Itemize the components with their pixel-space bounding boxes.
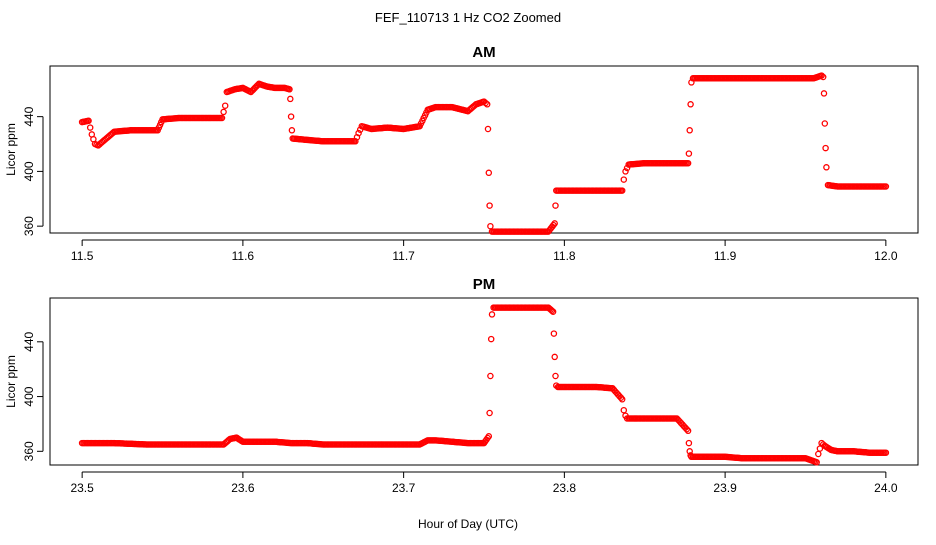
data-point [551, 353, 558, 361]
data-point [487, 372, 494, 380]
data-point [683, 425, 690, 433]
data-point [552, 372, 559, 380]
data-point [820, 90, 828, 97]
am-x-tick-label: 12.0 [874, 249, 898, 263]
data-point [882, 449, 890, 456]
data-point [220, 108, 227, 116]
data-point [485, 433, 493, 440]
data-point [483, 101, 491, 108]
am-data-series [78, 72, 890, 235]
data-point [287, 113, 295, 120]
data-point [823, 164, 830, 171]
pm-y-tick-label: 400 [22, 386, 36, 406]
am-y-tick-label: 400 [22, 161, 36, 181]
figure-title: FEF_110713 1 Hz CO2 Zoomed [375, 10, 561, 25]
data-point [686, 127, 693, 134]
data-point [221, 102, 229, 109]
data-point [482, 99, 489, 107]
am-panel-title: AM [472, 44, 495, 61]
pm-panel-title: PM [473, 276, 496, 293]
data-point [85, 117, 92, 125]
data-point [552, 202, 559, 209]
pm-panel: PM Licor ppm 23.5 23.6 23.7 23.8 23.9 24.0 360 40… [4, 276, 919, 495]
data-point [551, 220, 558, 227]
data-point [550, 330, 558, 337]
data-point [549, 308, 557, 315]
data-point [355, 129, 362, 137]
data-point [620, 176, 628, 183]
data-point [617, 394, 625, 401]
am-x-tick-label: 11.6 [232, 249, 255, 263]
data-point [486, 202, 493, 209]
pm-y-tick-label: 440 [22, 331, 36, 351]
data-point [618, 396, 626, 403]
pm-data-series [78, 304, 890, 466]
data-point [488, 311, 496, 318]
figure-x-axis-label: Hour of Day (UTC) [418, 517, 518, 531]
panels: AM Licor ppm 11.5 11.6 11.7 11.8 11.9 12.0 360 40… [4, 44, 919, 495]
am-x-tick-label: 11.7 [392, 249, 415, 263]
data-point [486, 409, 493, 417]
am-x-tick-label: 11.9 [714, 249, 737, 263]
data-point [822, 144, 829, 152]
pm-x-tick-label: 23.7 [392, 481, 416, 495]
pm-x-tick-label: 23.6 [231, 481, 255, 495]
am-y-tick-label: 440 [22, 106, 36, 126]
data-point [86, 124, 94, 131]
am-x-tick-label: 11.5 [71, 249, 94, 263]
data-point [487, 222, 494, 230]
pm-x-tick-label: 24.0 [874, 481, 898, 495]
data-point [816, 445, 824, 452]
am-y-axis-label: Licor ppm [4, 123, 18, 176]
data-point [618, 187, 626, 194]
am-plot-frame [49, 65, 919, 234]
data-point [813, 459, 820, 466]
data-point [685, 150, 693, 157]
data-point [286, 86, 293, 93]
data-point [484, 125, 492, 133]
am-panel: AM Licor ppm 11.5 11.6 11.7 11.8 11.9 12.0 360 40… [4, 44, 919, 263]
data-point [815, 450, 822, 458]
pm-y-tick-label: 360 [22, 441, 36, 461]
pm-plot-frame [49, 297, 919, 466]
pm-x-tick-label: 23.9 [713, 481, 737, 495]
data-point [287, 95, 294, 103]
data-point [620, 406, 628, 414]
data-point [687, 101, 694, 108]
data-point [819, 73, 827, 81]
data-point [685, 439, 693, 447]
data-point [485, 169, 493, 177]
data-point [288, 127, 296, 134]
data-point [882, 183, 890, 190]
data-point [818, 72, 825, 79]
data-point [684, 427, 692, 435]
data-point [548, 307, 556, 314]
pm-x-tick-label: 23.5 [70, 481, 94, 495]
data-point [686, 448, 693, 455]
data-point [622, 168, 629, 175]
am-x-tick-label: 11.8 [553, 249, 576, 263]
pm-y-axis-label: Licor ppm [4, 355, 18, 408]
pm-x-tick-label: 23.8 [553, 481, 577, 495]
data-point [684, 159, 692, 167]
data-point [487, 335, 495, 343]
am-y-tick-label: 360 [22, 216, 36, 236]
data-point [218, 114, 226, 122]
data-point [821, 120, 829, 127]
